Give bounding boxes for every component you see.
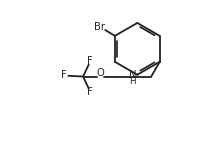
- Text: H: H: [129, 77, 135, 86]
- Text: F: F: [87, 87, 93, 97]
- Text: O: O: [96, 68, 103, 78]
- Text: F: F: [61, 70, 67, 80]
- Text: N: N: [128, 70, 135, 80]
- Text: F: F: [87, 56, 93, 66]
- Text: Br: Br: [94, 22, 105, 32]
